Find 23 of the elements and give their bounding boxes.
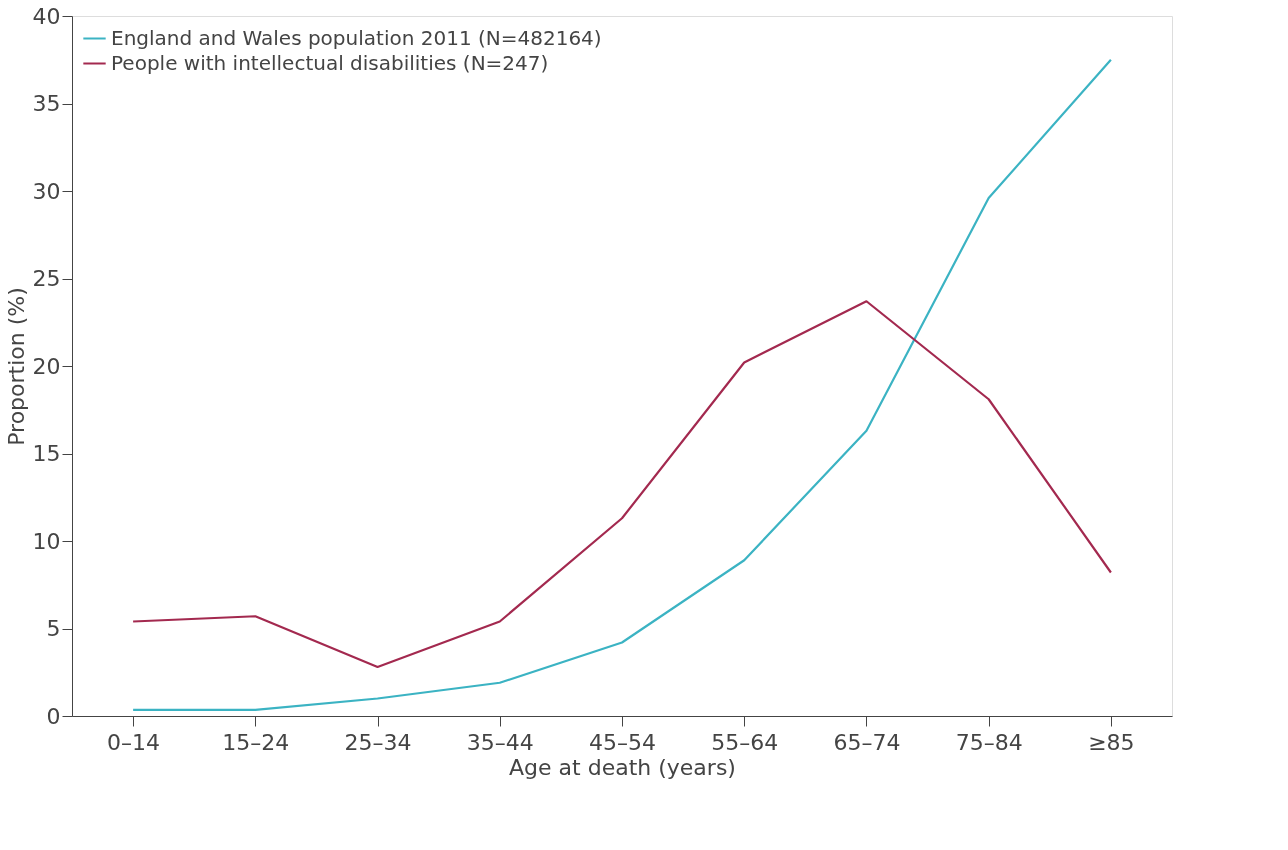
x-tick-label: 35–44 [466, 729, 534, 755]
y-tick-label: 0 [46, 703, 61, 729]
x-tick-label: 65–74 [833, 729, 901, 755]
y-tick-label: 40 [32, 3, 61, 29]
y-tick-label: 30 [32, 178, 61, 204]
x-tick-label: 45–54 [589, 729, 656, 755]
line-series [132, 300, 1112, 669]
x-tick-label: 25–34 [344, 729, 412, 755]
x-tick-label: 15–24 [222, 729, 290, 755]
y-tick-label: 20 [32, 353, 61, 379]
legend-label: England and Wales population 2011 (N=482164) [111, 25, 602, 50]
y-tick-label: 5 [46, 616, 61, 641]
x-axis-title: Age at death (years) [509, 754, 736, 780]
x-tick-label: 0–14 [107, 729, 161, 755]
y-tick-label: 25 [32, 266, 61, 291]
x-tick-label: 55–64 [711, 729, 779, 755]
y-tick-label: 10 [32, 528, 61, 554]
y-tick-label: 15 [32, 441, 61, 466]
legend-label: People with intellectual disabilities (N=247) [111, 50, 549, 75]
x-tick-label: ≥85 [1088, 729, 1135, 755]
y-axis-title: Proportion (%) [3, 287, 29, 446]
x-tick-label: 75–84 [955, 729, 1023, 755]
y-tick-label: 35 [32, 91, 61, 116]
